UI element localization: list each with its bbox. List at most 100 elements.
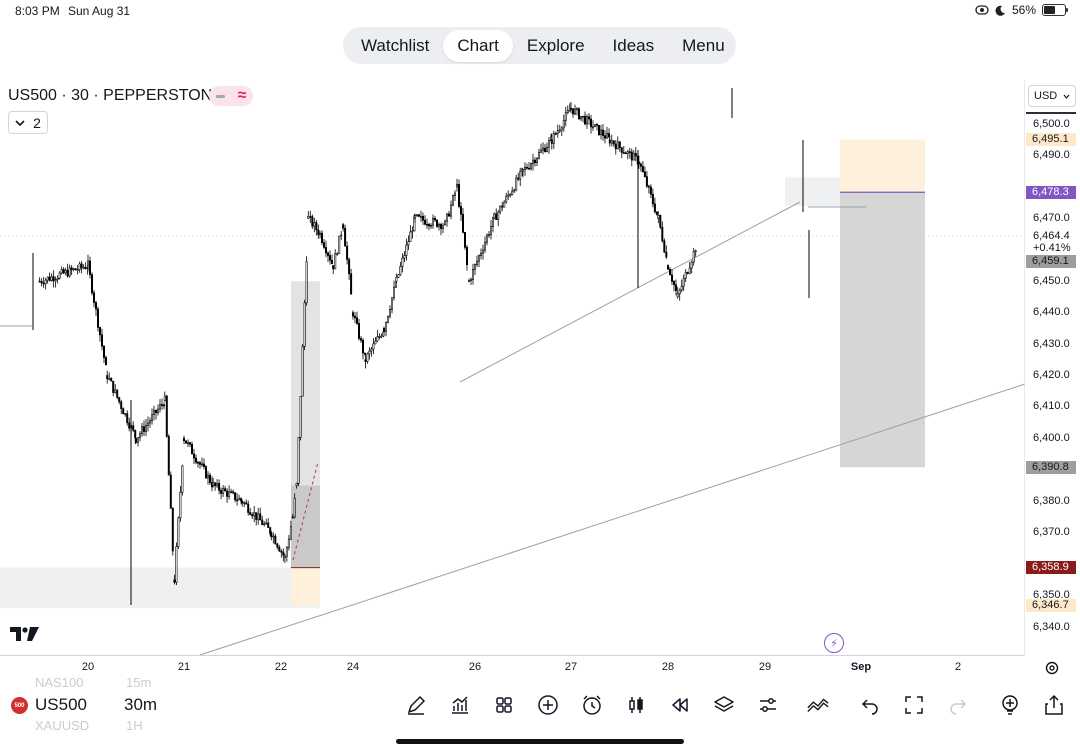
undo-button[interactable]	[858, 693, 882, 717]
tab-menu[interactable]: Menu	[682, 35, 725, 55]
candle	[390, 297, 393, 310]
candle	[569, 107, 572, 110]
candle	[209, 474, 212, 483]
candle	[159, 404, 162, 410]
tab-explore[interactable]: Explore	[526, 35, 585, 55]
trendline	[459, 201, 801, 383]
candle	[577, 108, 580, 120]
candle	[435, 219, 438, 227]
bolt-icon[interactable]: ⚡	[824, 633, 844, 653]
candle	[463, 232, 466, 248]
candle	[401, 257, 404, 267]
candle	[247, 503, 250, 513]
candle	[441, 225, 444, 229]
candle	[620, 147, 623, 153]
indicators-button[interactable]	[448, 693, 472, 717]
candle	[318, 232, 321, 235]
chart-settings-icon[interactable]	[1044, 660, 1060, 676]
currency-select[interactable]: USD	[1028, 85, 1076, 107]
candle	[382, 328, 385, 332]
candle	[212, 482, 215, 486]
symbol-selector[interactable]: US500	[35, 695, 87, 714]
tab-watchlist[interactable]: Watchlist	[361, 35, 430, 55]
candle	[503, 201, 506, 208]
candle	[513, 189, 516, 192]
candle	[78, 263, 81, 270]
add-button[interactable]	[536, 693, 560, 717]
status-date: Sun Aug 31	[68, 4, 131, 18]
candle	[328, 255, 331, 261]
candle	[564, 112, 567, 121]
candle	[163, 395, 166, 401]
candle	[359, 338, 362, 341]
candle	[185, 440, 188, 444]
candle	[661, 226, 664, 242]
candle	[392, 286, 395, 299]
candle	[222, 488, 225, 494]
candle	[99, 327, 102, 336]
interval-selector[interactable]: 30m	[124, 695, 158, 714]
candle	[340, 234, 343, 237]
candle	[560, 127, 563, 131]
long-stop-price-label: 6,346.7	[1026, 599, 1076, 612]
candle	[682, 278, 685, 287]
candle	[267, 522, 270, 528]
candle	[147, 422, 150, 426]
chart-type-button[interactable]	[624, 693, 648, 717]
object-tree-button[interactable]	[712, 693, 736, 717]
candle	[395, 277, 398, 282]
last-price-label: 6,464.4 +0.41%	[1033, 230, 1071, 254]
candle	[205, 466, 208, 479]
price-chart[interactable]	[0, 80, 1025, 656]
long-profit-zone	[291, 485, 320, 568]
candle	[587, 116, 590, 120]
price-tick: 6,340.0	[1033, 621, 1070, 633]
candle	[363, 352, 366, 355]
candle	[179, 491, 182, 519]
prev-interval: 15m	[126, 675, 152, 690]
tab-ideas[interactable]: Ideas	[612, 35, 655, 55]
candle	[372, 343, 375, 350]
candle	[670, 274, 673, 282]
alarm-clock-icon	[583, 695, 601, 715]
fullscreen-button[interactable]	[902, 693, 926, 717]
indicators-toggle[interactable]: 2	[8, 111, 48, 134]
candle	[413, 215, 416, 219]
candle	[449, 204, 452, 217]
compare-button[interactable]	[806, 693, 830, 717]
candle	[507, 194, 510, 197]
candle	[465, 247, 468, 266]
alerts-button[interactable]	[580, 693, 604, 717]
candle	[634, 153, 637, 157]
publish-idea-button[interactable]	[998, 693, 1022, 717]
candle	[122, 408, 125, 415]
drawing-tool-button[interactable]	[404, 693, 428, 717]
rewind-icon	[672, 698, 688, 712]
plus-circle-icon	[538, 695, 558, 715]
price-tick: 6,500.0	[1033, 118, 1070, 130]
share-button[interactable]	[1042, 693, 1066, 717]
price-tick: 6,470.0	[1033, 212, 1070, 224]
candle	[60, 269, 63, 274]
price-tick: 6,410.0	[1033, 400, 1070, 412]
candle	[417, 214, 420, 217]
candle	[583, 115, 586, 125]
candle	[193, 453, 196, 459]
symbol-title[interactable]: US500 · 30 · PEPPERSTONE	[8, 87, 223, 104]
candle	[303, 302, 306, 347]
candle	[651, 193, 654, 205]
status-badge[interactable]: ≈	[209, 86, 253, 106]
layouts-button[interactable]	[492, 693, 516, 717]
candle	[272, 535, 275, 538]
candle	[433, 218, 436, 221]
candle	[678, 289, 681, 295]
replay-button[interactable]	[668, 693, 692, 717]
candle	[684, 272, 687, 279]
candle	[64, 269, 67, 274]
tab-chart[interactable]: Chart	[443, 29, 513, 62]
candle	[517, 177, 520, 180]
redo-button[interactable]	[946, 693, 970, 717]
chart-settings-button[interactable]	[756, 693, 780, 717]
candle	[601, 129, 604, 136]
next-symbol: XAUUSD	[35, 718, 90, 733]
